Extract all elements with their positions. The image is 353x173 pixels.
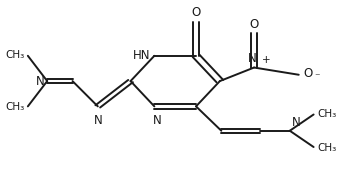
Text: CH₃: CH₃ [5,50,24,60]
Text: O: O [303,67,312,80]
Text: CH₃: CH₃ [317,143,336,153]
Text: O: O [191,6,201,19]
Text: N: N [36,75,44,88]
Text: N: N [292,116,301,129]
Text: +: + [262,55,270,65]
Text: O: O [250,17,259,30]
Text: N: N [94,115,102,128]
Text: CH₃: CH₃ [317,109,336,119]
Text: ⁻: ⁻ [314,72,320,83]
Text: N: N [153,115,162,128]
Text: HN: HN [133,49,151,62]
Text: CH₃: CH₃ [5,102,24,112]
Text: N: N [248,52,257,65]
